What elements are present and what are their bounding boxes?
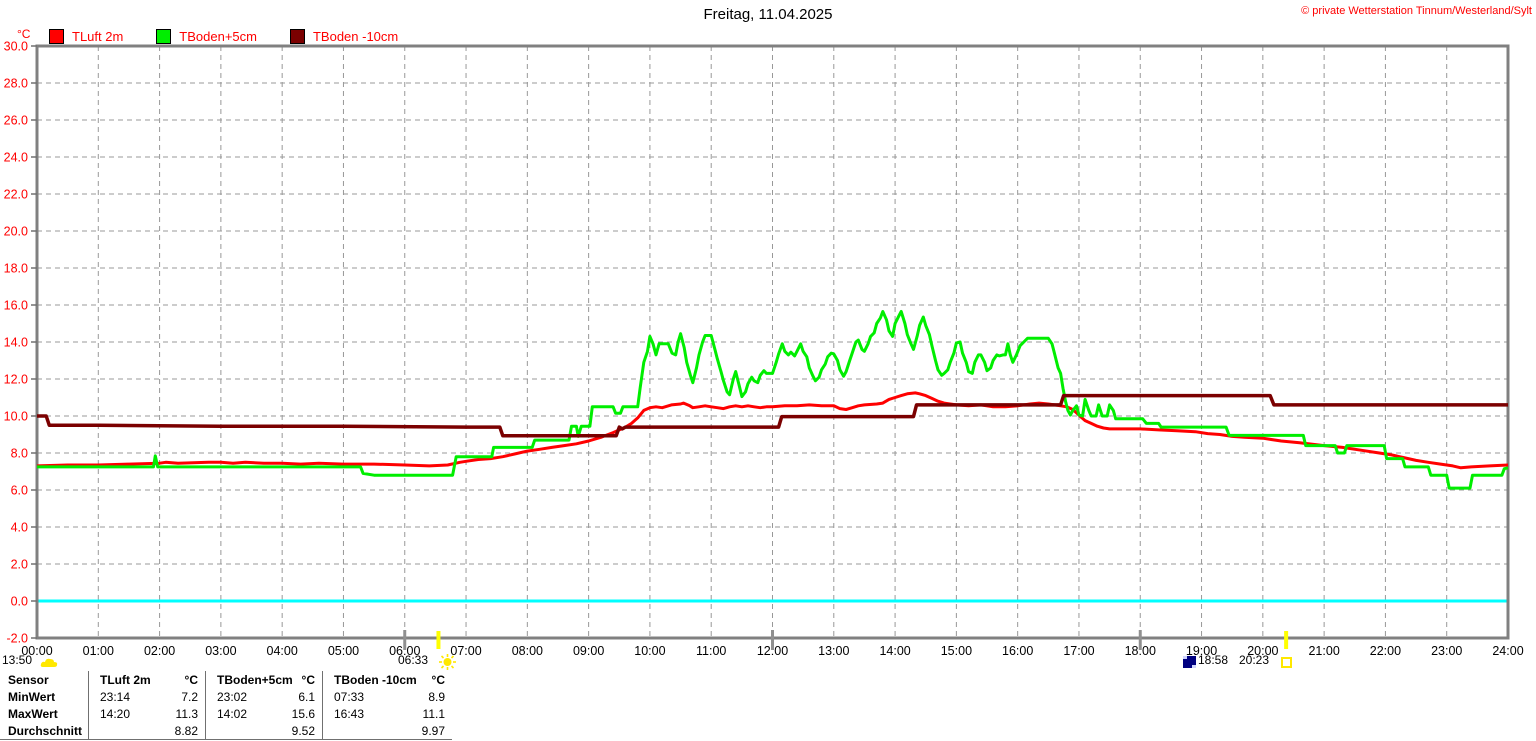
moonrise-time: 18:58 <box>1198 653 1229 667</box>
stats-col-tboden10: TBoden -10cm °C 07:33 8.9 16:43 11.1 9.9… <box>322 671 452 739</box>
x-axis-label: 00:00 <box>21 644 52 658</box>
x-axis-label: 20:00 <box>1247 644 1278 658</box>
legend-item-tboden10: TBoden -10cm <box>289 29 399 44</box>
max-value: 11.1 <box>422 706 445 721</box>
x-axis-label: 13:00 <box>818 644 849 658</box>
y-axis-label: 10.0 <box>4 410 28 424</box>
y-axis-label: 26.0 <box>4 114 28 128</box>
sensor-unit: °C <box>301 672 315 687</box>
stats-row-labels: Sensor MinWert MaxWert Durchschnitt <box>0 671 88 739</box>
x-axis-label: 14:00 <box>879 644 910 658</box>
x-axis-label: 15:00 <box>941 644 972 658</box>
copyright-text: © private Wetterstation Tinnum/Westerlan… <box>1301 5 1532 17</box>
stats-row-label: MinWert <box>8 689 56 704</box>
legend-label: TLuft 2m <box>72 29 124 44</box>
y-axis-label: 30.0 <box>4 40 28 54</box>
moonrise-icon <box>1183 656 1196 668</box>
y-axis-label: -2.0 <box>6 632 28 646</box>
tluft-swatch-icon <box>49 29 64 44</box>
y-axis-label: 14.0 <box>4 336 28 350</box>
series-tluft-2m <box>36 391 1509 470</box>
sensor-unit: °C <box>184 672 198 687</box>
y-axis-label: 6.0 <box>11 484 28 498</box>
x-axis-label: 07:00 <box>450 644 481 658</box>
min-time: 23:14 <box>100 689 131 704</box>
min-value: 6.1 <box>298 689 315 704</box>
y-axis-label: 2.0 <box>11 558 28 572</box>
y-axis-label: 16.0 <box>4 299 28 313</box>
x-axis-label: 11:00 <box>696 644 726 658</box>
tboden10-swatch-icon <box>289 29 305 44</box>
max-time: 14:02 <box>217 706 248 721</box>
x-axis-label: 09:00 <box>573 644 604 658</box>
max-value: 15.6 <box>291 706 315 721</box>
moon-time: 13:50 <box>2 653 33 667</box>
page-title: Freitag, 11.04.2025 <box>703 6 833 23</box>
stats-col-tluft: TLuft 2m °C 23:14 7.2 14:20 11.3 8.82 <box>88 671 205 739</box>
sunset-time: 20:23 <box>1239 653 1270 667</box>
legend-label: TBoden+5cm <box>179 29 257 44</box>
x-axis-label: 04:00 <box>267 644 298 658</box>
avg-value: 8.82 <box>174 723 198 738</box>
stats-col-tboden5: TBoden+5cm °C 23:02 6.1 14:02 15.6 9.52 <box>205 671 322 739</box>
sensor-unit: °C <box>431 672 445 687</box>
sunrise-sun-icon <box>439 654 456 670</box>
series-tboden-5cm <box>37 310 1509 490</box>
sensor-name: TBoden+5cm <box>217 672 293 687</box>
y-axis-label: 20.0 <box>4 225 28 239</box>
max-value: 11.3 <box>175 706 198 721</box>
legend: TLuft 2m TBoden+5cm TBoden -10cm <box>49 29 431 44</box>
x-axis-label: 06:00 <box>389 644 420 658</box>
moon-cloud-icon <box>40 658 58 667</box>
min-time: 07:33 <box>334 689 365 704</box>
avg-value: 9.52 <box>291 723 315 738</box>
sunset-sun-below-horizon-icon <box>1281 657 1292 668</box>
x-axis-label: 24:00 <box>1492 644 1523 658</box>
stats-table: Sensor MinWert MaxWert Durchschnitt TLuf… <box>0 671 452 740</box>
sensor-name: TLuft 2m <box>100 672 151 687</box>
stats-row-label: Sensor <box>8 672 49 687</box>
x-axis-label: 17:00 <box>1063 644 1094 658</box>
max-time: 16:43 <box>334 706 365 721</box>
x-axis-label: 18:00 <box>1125 644 1156 658</box>
x-axis-label: 21:00 <box>1308 644 1339 658</box>
y-axis-label: 18.0 <box>4 262 28 276</box>
x-axis-label: 03:00 <box>205 644 236 658</box>
x-axis-label: 01:00 <box>83 644 114 658</box>
legend-item-tboden5: TBoden+5cm <box>156 29 257 44</box>
x-axis-label: 22:00 <box>1370 644 1401 658</box>
tboden5-swatch-icon <box>156 29 172 44</box>
min-value: 7.2 <box>181 689 198 704</box>
x-axis-label: 23:00 <box>1431 644 1462 658</box>
y-axis-label: 12.0 <box>4 373 28 387</box>
avg-value: 9.97 <box>421 723 445 738</box>
x-axis-label: 16:00 <box>1002 644 1033 658</box>
stats-row-label: MaxWert <box>8 706 58 721</box>
min-time: 23:02 <box>217 689 248 704</box>
legend-label: TBoden -10cm <box>312 29 399 44</box>
y-axis-label: 22.0 <box>4 188 28 202</box>
sensor-name: TBoden -10cm <box>334 672 417 687</box>
stats-row-label: Durchschnitt <box>8 723 83 738</box>
min-value: 8.9 <box>428 689 445 704</box>
series-tboden-10cm <box>37 393 1508 438</box>
sunrise-time: 06:33 <box>398 653 429 667</box>
x-axis-label: 08:00 <box>512 644 543 658</box>
max-time: 14:20 <box>100 706 131 721</box>
y-axis-label: 28.0 <box>4 77 28 91</box>
x-axis-label: 05:00 <box>328 644 359 658</box>
y-axis-label: 4.0 <box>11 521 28 535</box>
y-axis-label: 24.0 <box>4 151 28 165</box>
x-axis-label: 10:00 <box>634 644 665 658</box>
y-axis-label: 0.0 <box>11 595 28 609</box>
legend-item-tluft: TLuft 2m <box>49 29 123 44</box>
y-axis-unit-label: °C <box>17 27 31 41</box>
x-axis-label: 02:00 <box>144 644 175 658</box>
x-axis-label: 19:00 <box>1186 644 1217 658</box>
y-axis-label: 8.0 <box>11 447 28 461</box>
x-axis-label: 12:00 <box>757 644 788 658</box>
